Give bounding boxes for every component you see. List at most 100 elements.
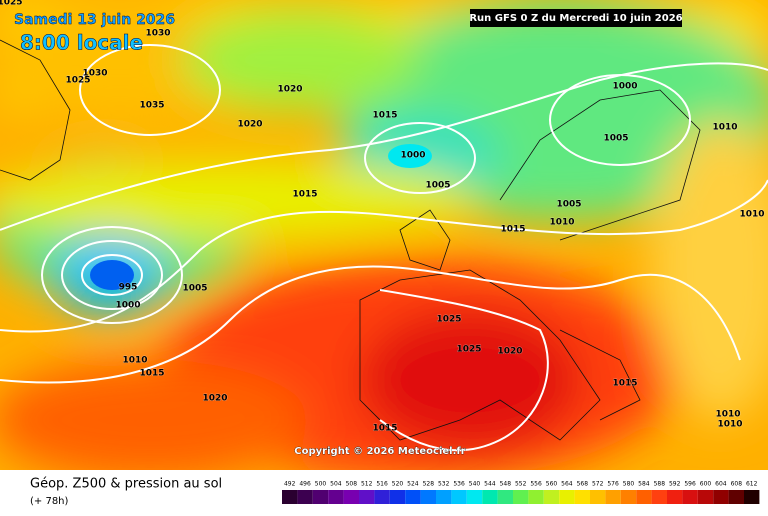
scale-swatch [389,490,406,504]
isobar-label: 1030 [82,69,107,79]
scale-swatch [713,490,729,504]
isobar-label: 1015 [292,190,317,200]
scale-label: 572 [592,481,604,488]
scale-label: 576 [607,481,619,488]
scale-label: 564 [561,481,573,488]
scale-swatch [667,490,683,504]
scale-swatch [744,490,760,504]
isobar-label: 1025 [65,76,90,86]
scale-swatch [451,490,467,504]
isobar-label: 1020 [277,85,302,95]
scale-swatch [312,490,329,504]
scale-swatch [497,490,513,504]
run-box [470,9,682,27]
isobar-label: 1020 [497,347,522,357]
scale-swatch [559,490,575,504]
scale-swatch [328,490,344,504]
scale-label: 544 [484,481,496,488]
isobar-label: 1010 [712,123,737,133]
field [0,0,768,480]
isobar-label: 1015 [139,369,164,379]
isobar-label: 995 [119,283,138,293]
scale-swatch [590,490,606,504]
scale-label: 568 [577,481,589,488]
copyright: Copyright © 2026 Meteociel.fr [294,446,465,457]
scale-label: 608 [731,481,743,488]
isobar-label: 1005 [603,134,628,144]
isobar-label: 1015 [372,424,397,434]
isobar-label: 1000 [400,151,425,161]
scale-label: 536 [453,481,465,488]
scale-label: 556 [530,481,542,488]
scale-label: 580 [623,481,635,488]
scale-swatch [605,490,621,504]
scale-label: 512 [361,481,373,488]
scale-swatch [282,490,298,504]
isobar-label: 1010 [739,210,764,220]
scale-label: 588 [654,481,666,488]
scale-swatch [651,490,667,504]
scale-swatch [343,490,359,504]
scale-swatch [436,490,452,504]
isobar-label: 1005 [556,200,581,210]
scale-label: 504 [330,481,342,488]
scale-label: 600 [700,481,712,488]
scale-label: 528 [423,481,435,488]
scale-label: 552 [515,481,527,488]
scale-label: 604 [715,481,727,488]
footer-lead: (+ 78h) [30,496,69,507]
date: Samedi 13 juin 2026 [14,12,175,28]
local-time: 8:00 locale [20,31,143,55]
isobar-label: 1015 [500,225,525,235]
isobar-labels: 1025 1030 1030 1025 1035 1020 1020 1015 … [0,0,765,434]
scale-swatch [574,490,590,504]
isobar-label: 1015 [372,111,397,121]
scale-swatch [513,490,529,504]
isobar-label: 1025 [456,345,481,355]
scale-label: 592 [669,481,681,488]
scale-swatch [728,490,744,504]
scale-label: 584 [638,481,650,488]
coastlines [0,39,701,441]
scale-swatch [543,490,560,504]
scale-swatch [697,490,714,504]
isobar-label: 1005 [425,181,450,191]
scale-label: 548 [500,481,512,488]
isobar-label: 1035 [139,101,164,111]
isobar-label: 1010 [715,410,740,420]
scale-label: 508 [346,481,358,488]
scale-label: 524 [407,481,419,488]
isobar-label: 1000 [612,82,637,92]
isobar-label: 1010 [122,356,147,366]
isobar-label: 1000 [115,301,140,311]
color-scale: 492 496 500 504 508 512 516 520 524 528 532 536 540 5… [282,481,760,504]
scale-label: 500 [315,481,327,488]
scale-swatch [297,490,313,504]
scale-label: 492 [284,481,296,488]
scale-swatch [466,490,483,504]
scale-label: 540 [469,481,481,488]
isobar-label: 1015 [612,379,637,389]
scale-label: 496 [299,481,311,488]
footer-title: Géop. Z500 & pression au sol [30,477,222,492]
scale-swatch [359,490,375,504]
scale-swatch [620,490,637,504]
scale-swatch [374,490,390,504]
scale-swatch [636,490,652,504]
scale-swatch [682,490,698,504]
scale-swatch [405,490,421,504]
scale-label: 560 [546,481,558,488]
scale-swatch [420,490,436,504]
isobar-label: 1025 [0,0,23,8]
isobar-label: 1010 [549,218,574,228]
isobar-label: 1030 [145,29,170,39]
scale-label: 612 [746,481,758,488]
scale-label: 516 [376,481,388,488]
isobar-label: 1010 [717,420,742,430]
scale-label: 520 [392,481,404,488]
scale-swatch [528,490,544,504]
isobar-label: 1020 [237,120,262,130]
isobar-label: 1025 [436,315,461,325]
